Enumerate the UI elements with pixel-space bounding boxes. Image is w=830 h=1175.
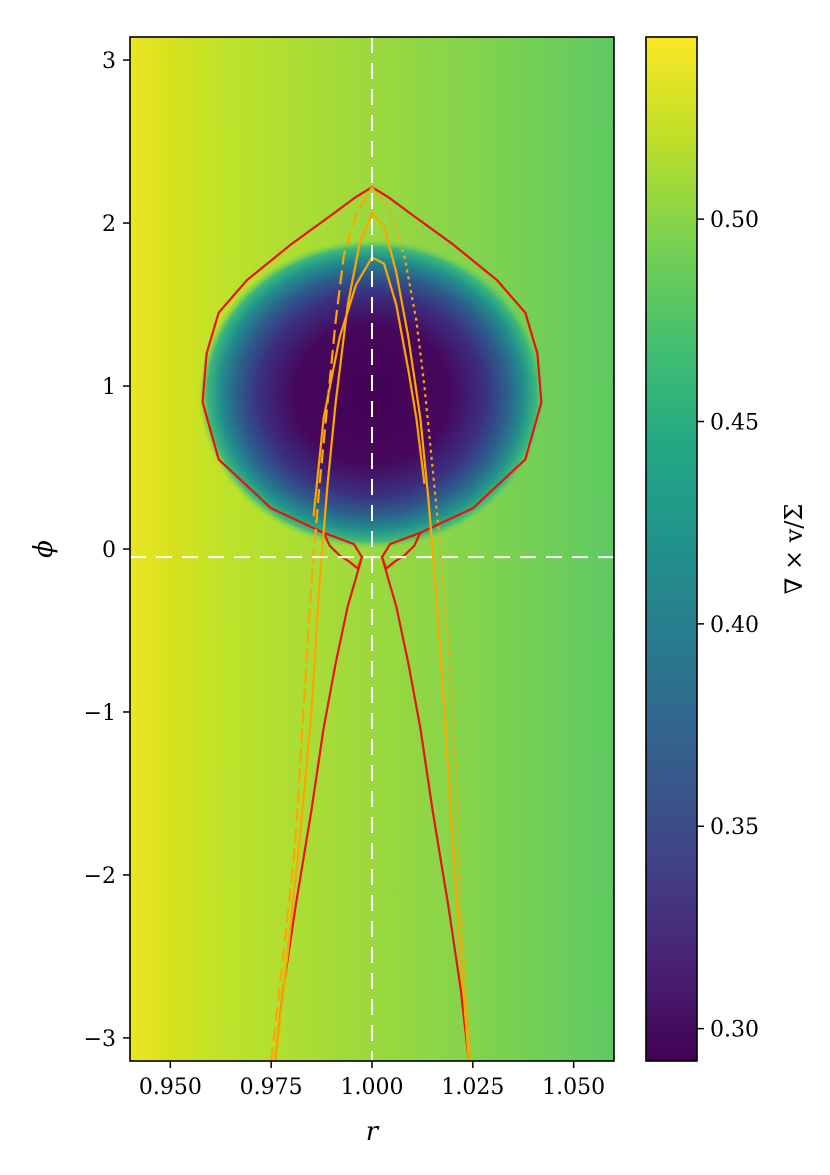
x-axis-label: r [366, 1117, 380, 1147]
y-tick-label: 2 [102, 212, 116, 237]
contour-orange-dashed [270, 186, 373, 1061]
x-tick-label: 0.975 [240, 1075, 303, 1100]
colorbar-tick-label: 0.45 [710, 411, 759, 436]
colorbar [645, 36, 698, 1062]
x-tick-label: 0.950 [139, 1075, 202, 1100]
colorbar-tick-label: 0.50 [710, 208, 759, 233]
heatmap-plot-area [130, 37, 614, 1061]
y-tick-label: 0 [102, 538, 116, 563]
y-tick-label: 3 [102, 49, 116, 74]
y-tick-label: −1 [84, 701, 116, 726]
colorbar-tick-label: 0.35 [710, 815, 759, 840]
colorbar-label: ∇ × v/Σ [780, 504, 808, 595]
y-tick-label: −2 [84, 864, 116, 889]
vortex-region [198, 239, 546, 549]
colorbar-tick-label: 0.30 [710, 1018, 759, 1043]
x-axis-ticks: 0.950 0.975 1.000 1.025 1.050 [139, 1061, 605, 1100]
y-tick-label: 1 [102, 375, 116, 400]
colorbar-ticks: 0.30 0.35 0.40 0.45 0.50 [697, 208, 759, 1043]
x-tick-label: 1.050 [542, 1075, 605, 1100]
y-tick-label: −3 [84, 1027, 116, 1052]
y-axis-ticks: −3 −2 −1 0 1 2 3 [84, 49, 130, 1052]
y-axis-label: ϕ [29, 540, 59, 558]
contour-orange-solid-outer [274, 212, 470, 1061]
reference-lines [130, 37, 614, 1061]
contour-orange-solid-inner [312, 256, 426, 517]
x-tick-label: 1.000 [341, 1075, 404, 1100]
colorbar-tick-label: 0.40 [710, 613, 759, 638]
contour-orange-dotted [371, 186, 472, 1061]
x-tick-label: 1.025 [441, 1075, 504, 1100]
